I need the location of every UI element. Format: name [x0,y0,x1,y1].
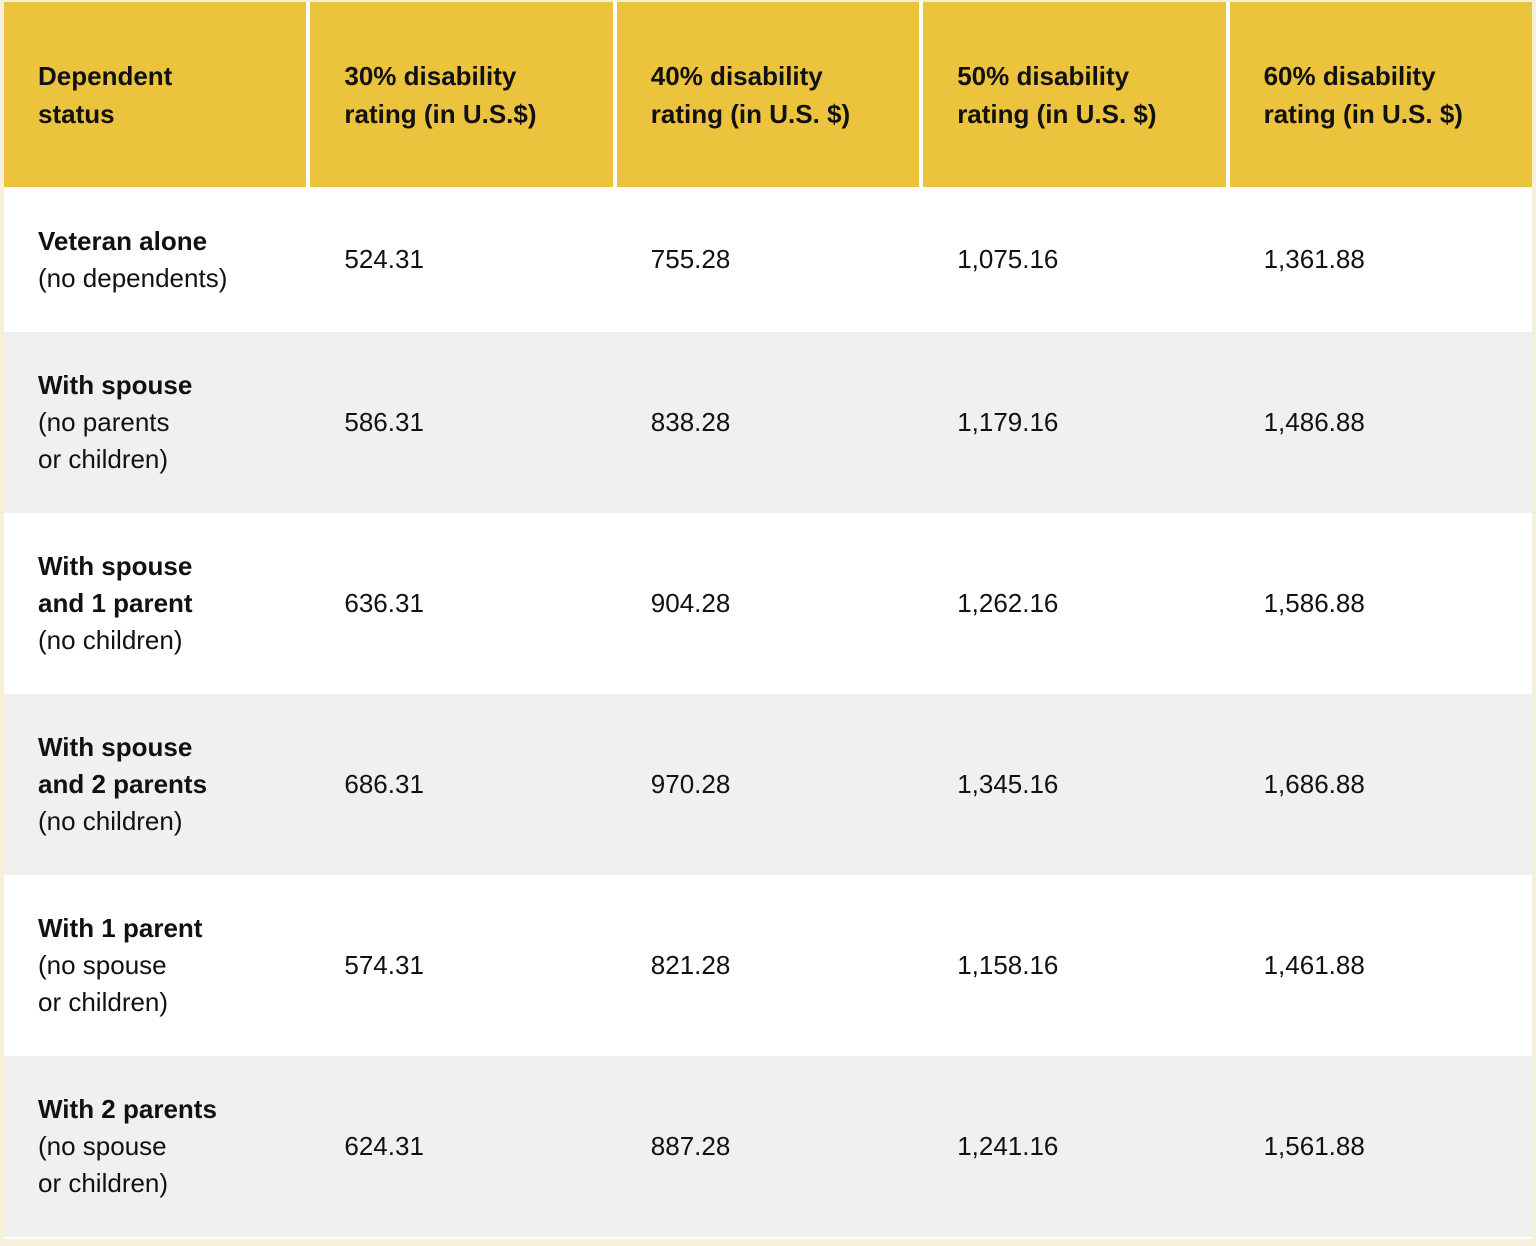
row-label: With 1 parent (no spouse or children) [4,875,306,1056]
table-row: With spouse and 2 parents (no children) 68… [4,694,1532,875]
table-row: With 2 parents (no spouse or children) 624… [4,1056,1532,1237]
table-row: With spouse and 1 parent (no children) 636… [4,513,1532,694]
amount-cell: 887.28 [650,1131,731,1161]
row-label: With spouse and 2 parents (no children) [4,694,306,875]
row-label: With 2 parents (no spouse or children) [4,1056,306,1237]
row-status: With 1 parent [38,913,203,943]
amount-cell: 686.31 [344,769,424,799]
amount-cell: 755.28 [650,244,731,274]
amount-cell: 1,561.88 [1263,1131,1365,1161]
column-header-30-percent: 30% disability rating (in U.S.$) [310,2,613,187]
row-status-note: (no spouse or children) [38,950,169,1017]
row-label: Veteran alone (no dependents) [4,187,306,332]
column-header-40-percent: 40% disability rating (in U.S. $) [616,2,920,187]
table-row: With spouse (no parents or children) 586.3… [4,332,1532,513]
row-status-note: (no dependents) [38,262,228,293]
row-status: Veteran alone [38,225,208,256]
amount-cell: 636.31 [344,588,424,618]
table-header-row: Dependent status 30% disability rating (… [4,2,1532,187]
amount-cell: 574.31 [344,950,424,980]
amount-cell: 1,179.16 [957,407,1059,437]
row-status: With spouse [38,370,193,400]
row-status-note: (no children) [38,806,183,836]
row-label: With spouse and 1 parent (no children) [4,513,306,694]
amount-cell: 1,586.88 [1263,588,1365,618]
amount-cell: 970.28 [650,769,731,799]
row-status: With spouse and 1 parent [38,551,193,618]
amount-cell: 821.28 [650,950,731,980]
amount-cell: 1,158.16 [957,950,1059,980]
amount-cell: 1,686.88 [1263,769,1365,799]
table-row: Veteran alone (no dependents) 524.31 755.28… [4,187,1532,332]
amount-cell: 1,461.88 [1263,950,1365,980]
compensation-table: Dependent status 30% disability rating (… [4,2,1532,1239]
row-status-note: (no children) [38,625,183,655]
amount-cell: 1,486.88 [1263,407,1365,437]
amount-cell: 1,262.16 [957,588,1059,618]
row-status: With 2 parents [38,1094,217,1124]
amount-cell: 1,361.88 [1263,244,1365,274]
row-status-note: (no spouse or children) [38,1131,169,1198]
amount-cell: 1,075.16 [957,244,1059,274]
amount-cell: 586.31 [344,407,424,437]
column-header-50-percent: 50% disability rating (in U.S. $) [923,2,1226,187]
amount-cell: 524.31 [344,244,424,274]
column-header-dependent-status: Dependent status [4,2,307,187]
row-status-note: (no parents or children) [38,407,170,474]
row-status: With spouse and 2 parents [38,732,208,799]
amount-cell: 838.28 [650,407,731,437]
column-header-60-percent: 60% disability rating (in U.S. $) [1229,2,1532,187]
amount-cell: 624.31 [344,1131,424,1161]
row-label: With spouse (no parents or children) [4,332,306,513]
amount-cell: 904.28 [650,588,731,618]
amount-cell: 1,241.16 [957,1131,1059,1161]
amount-cell: 1,345.16 [957,769,1059,799]
table-body: Veteran alone (no dependents) 524.31 755.28… [4,187,1532,1237]
table-row: With 1 parent (no spouse or children) 574.… [4,875,1532,1056]
